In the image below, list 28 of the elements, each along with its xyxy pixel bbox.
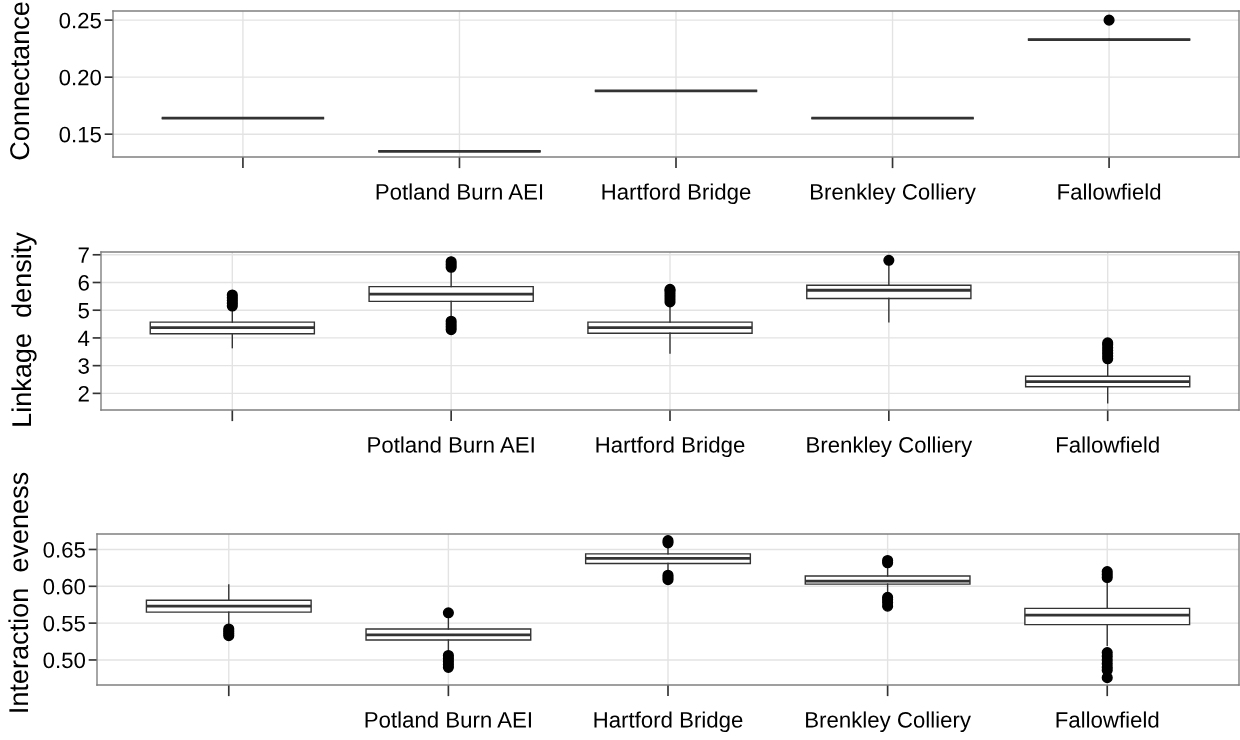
y-tick-label: 0.50 (43, 652, 86, 669)
y-tick-label: 6 (78, 275, 89, 291)
y-tick-label: 2 (78, 385, 89, 402)
y-tick-label: 0.65 (43, 542, 85, 558)
x-tick-label: Hartford Bridge (596, 436, 745, 458)
x-tick-label: Brenkley Colliery (806, 711, 971, 733)
y-tick-label: 0.25 (59, 12, 101, 29)
y-tick-label: 4 (78, 330, 90, 346)
y-axis-title: Connectance (10, 2, 30, 160)
x-tick-label: Brenkley Colliery (811, 183, 976, 205)
x-tick-label: Hartford Bridge (602, 183, 751, 205)
x-tick-label: Fallowfield (1057, 436, 1159, 453)
x-tick-label: Brenkley Colliery (807, 436, 973, 458)
x-tick-label: Fallowfield (1056, 711, 1159, 728)
y-tick-label: 5 (78, 302, 89, 319)
y-tick-label: 0.15 (59, 126, 101, 143)
x-tick-label: Fallowfield (1058, 183, 1161, 200)
x-tick-label: Potland Burn AEI (376, 183, 543, 200)
y-tick-label: 3 (78, 358, 89, 374)
y-axis-title: Linkage density (11, 232, 37, 426)
y-tick-label: 7 (78, 247, 89, 263)
x-tick-label: Potland Burn AEI (365, 711, 531, 728)
y-tick-label: 0.60 (43, 578, 86, 595)
y-tick-label: 0.20 (59, 69, 102, 86)
x-tick-label: Potland Burn AEI (368, 436, 534, 453)
y-axis-title: Interaction eveness (8, 472, 29, 712)
y-tick-label: 0.55 (43, 615, 85, 632)
x-tick-label: Hartford Bridge (594, 711, 743, 733)
